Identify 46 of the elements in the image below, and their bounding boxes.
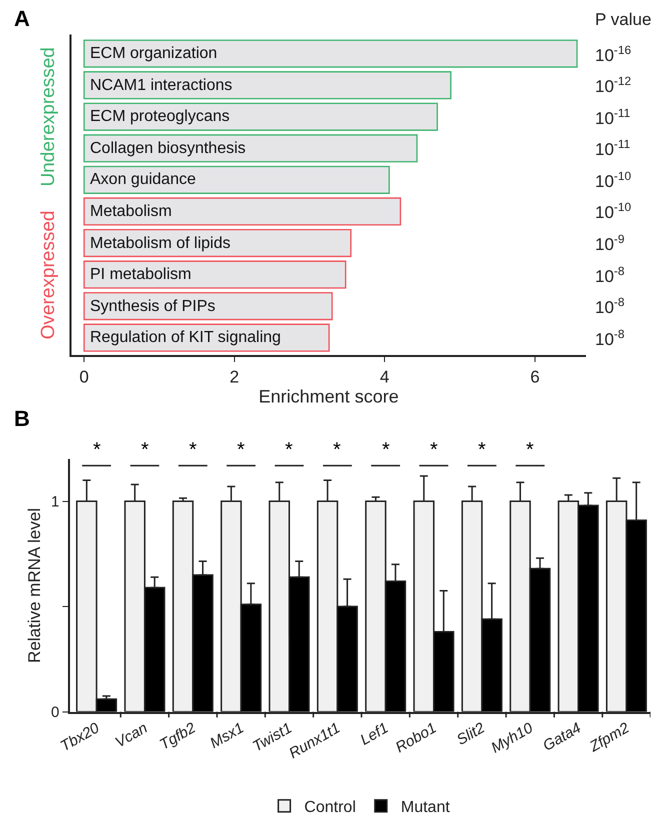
text: 10$^{-12}$ <box>595 74 632 96</box>
text: 10$^{-11}$ <box>595 106 631 128</box>
annotation: * <box>382 439 390 461</box>
text: 10$^{-8}$ <box>595 264 625 286</box>
annotation: * <box>430 439 438 461</box>
x-tick-label: 2 <box>230 367 240 386</box>
y-tick-label: Regulation of KIT signaling <box>90 329 281 346</box>
annotation: * <box>237 439 245 461</box>
y-tick-label: PI metabolism <box>90 266 192 283</box>
annotation: * <box>333 439 341 461</box>
text: 10$^{-10}$ <box>595 200 632 222</box>
y-tick-label: 1 <box>50 494 60 511</box>
x-tick-label: Slit2 <box>454 719 488 749</box>
text: Overexpressed <box>38 210 60 340</box>
chart-title: B <box>14 406 30 431</box>
x-tick-label: 4 <box>380 367 390 386</box>
text: 10$^{-9}$ <box>595 232 625 254</box>
legend-label: Mutant <box>400 799 450 816</box>
y-tick-label: ECM organization <box>90 45 218 62</box>
text: 10$^{-8}$ <box>595 327 625 350</box>
y-tick-label: Axon guidance <box>90 171 196 188</box>
y-tick-label: Metabolism of lipids <box>90 235 230 252</box>
annotation: * <box>285 439 293 461</box>
legend-label: Control <box>304 799 356 816</box>
y-tick-label: NCAM1 interactions <box>90 77 232 94</box>
y-axis-title: Relative mRNA level <box>25 508 44 663</box>
chart-title: A <box>14 6 30 31</box>
annotation: * <box>478 439 486 461</box>
x-tick-label: 6 <box>530 367 540 386</box>
annotation: * <box>93 439 101 461</box>
annotation: * <box>141 439 149 461</box>
y-tick-label: Metabolism <box>90 203 172 220</box>
x-axis-title: Enrichment score <box>258 386 399 406</box>
text: Underexpressed <box>38 47 59 187</box>
x-tick-label: Vcan <box>112 720 150 752</box>
legend-title: P value <box>595 10 652 29</box>
x-tick-label: Lef1 <box>358 720 392 749</box>
text: 10$^{-11}$ <box>595 137 631 160</box>
annotation: * <box>189 439 197 461</box>
y-tick-label: ECM proteoglycans <box>90 108 230 125</box>
y-tick-label: Synthesis of PIPs <box>90 298 216 315</box>
annotation: * <box>526 439 534 461</box>
text: 10$^{-16}$ <box>595 43 632 66</box>
y-tick-label: Collagen biosynthesis <box>90 140 246 157</box>
text: 10$^{-8}$ <box>595 295 625 318</box>
text: 10$^{-10}$ <box>595 169 632 192</box>
